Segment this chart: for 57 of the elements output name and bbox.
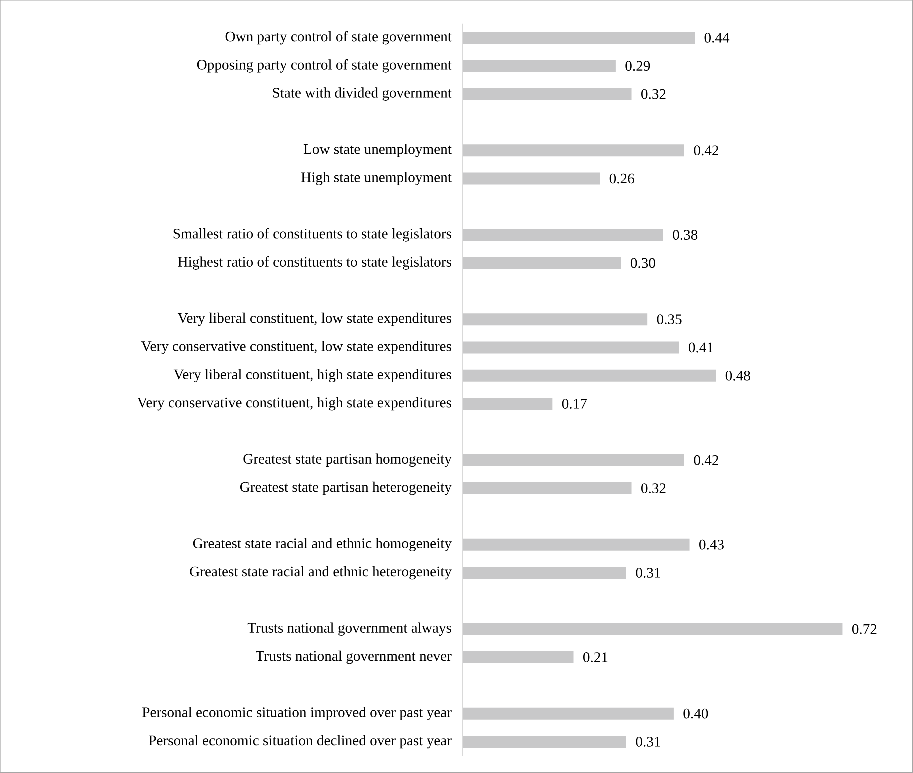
y-tick-label: State with divided government [273,88,452,101]
bar [463,32,696,44]
y-tick-label: Very conservative constituent, low state expenditures [141,341,452,354]
bar [463,342,680,354]
bar [463,88,632,100]
bar [463,398,553,410]
data-label: 0.44 [704,33,730,43]
data-label: 0.31 [636,568,660,578]
data-label: 0.26 [610,174,634,184]
data-label: 0.35 [657,314,682,325]
bar [463,370,716,382]
bar [463,623,843,636]
data-label: 0.48 [726,370,750,381]
data-label: 0.42 [694,455,718,466]
bar [463,538,690,551]
bar [463,708,674,720]
data-label: 0.38 [673,230,698,240]
data-label: 0.40 [684,708,708,719]
y-tick-label: Greatest state racial and ethnic homogeneity [193,538,452,552]
y-tick-label: Very liberal constituent, high state expenditures [174,369,452,383]
data-label: 0.17 [562,399,587,410]
y-tick-label: Very conservative constituent, high state expenditures [137,397,452,411]
data-label: 0.41 [688,342,714,353]
y-tick-label: Greatest state racial and ethnic heterogeneity [190,566,452,580]
y-tick-label: Trusts national government never [256,650,452,664]
y-tick-label: Trusts national government always [248,622,452,636]
y-tick-label: Greatest state partisan heterogeneity [240,482,452,496]
data-label: 0.32 [642,89,666,100]
y-tick-label: Own party control of state government [226,31,452,45]
y-tick-label: Personal economic situation declined over past year [149,735,452,749]
y-tick-label: Personal economic situation improved over past year [142,707,452,720]
bar [463,144,685,157]
y-tick-label: Greatest state partisan homogeneity [244,454,452,468]
data-label: 0.32 [642,484,666,494]
bar [463,172,600,185]
bar [463,229,664,242]
bar [463,736,626,748]
data-label: 0.29 [626,61,650,72]
y-tick-label: Very liberal constituent, low state expenditures [178,312,452,326]
y-tick-label: High state unemployment [301,172,452,186]
data-label: 0.43 [700,540,724,550]
bar [463,454,685,466]
bar [463,482,632,495]
data-label: 0.42 [694,146,718,156]
bar [463,314,648,326]
data-label: 0.31 [636,737,660,747]
bar [463,567,626,580]
bar [463,652,574,664]
y-tick-label: Smallest ratio of constituents to state legislators [174,228,452,242]
y-tick-label: Opposing party control of state government [197,59,452,73]
data-label: 0.72 [852,624,877,634]
y-tick-label: Highest ratio of constituents to state legislators [178,256,452,270]
y-tick-label: Low state unemployment [304,144,452,158]
bar [463,60,616,72]
data-label: 0.21 [584,652,608,662]
data-label: 0.30 [630,258,656,268]
bar [463,257,622,270]
